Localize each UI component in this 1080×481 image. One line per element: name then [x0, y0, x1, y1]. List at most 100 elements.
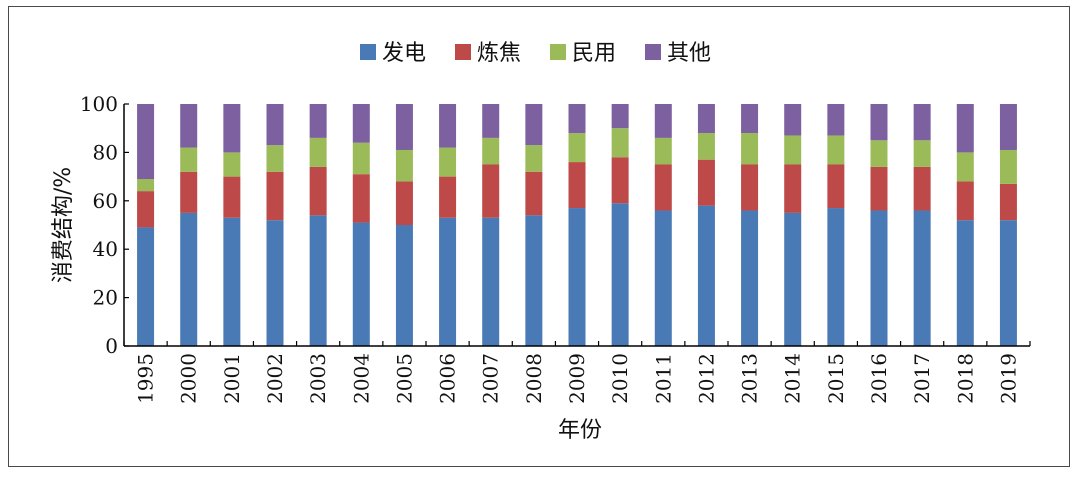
bar-2000-s2 — [180, 147, 198, 172]
bar-2009-s1 — [568, 162, 586, 209]
x-tick-label-2009: 2009 — [565, 353, 589, 404]
x-tick-label-2019: 2019 — [996, 353, 1020, 404]
bar-2015-s3 — [827, 104, 845, 136]
bar-2010-s1 — [611, 157, 629, 204]
bar-2010-s2 — [611, 128, 629, 158]
bar-2002-s3 — [266, 104, 284, 146]
legend-label-2: 民用 — [572, 41, 616, 66]
x-tick-label-1995: 1995 — [134, 353, 158, 404]
chart-frame — [8, 6, 1070, 467]
legend-swatch-3 — [645, 44, 661, 60]
x-tick-label-2011: 2011 — [651, 353, 675, 404]
bar-2019-s3 — [999, 104, 1017, 150]
bar-2015-s2 — [827, 135, 845, 165]
bar-1995-s1 — [137, 191, 155, 228]
bar-2019-s0 — [999, 220, 1017, 346]
bar-2015-s1 — [827, 164, 845, 209]
bar-2011-s1 — [654, 164, 672, 211]
bar-2004-s0 — [352, 222, 370, 346]
bar-2018-s1 — [956, 181, 974, 221]
bar-2018-s0 — [956, 220, 974, 346]
y-tick-label-0: 0 — [105, 334, 118, 358]
bar-2014-s0 — [784, 212, 802, 346]
bar-2012-s1 — [697, 159, 715, 206]
bar-2006-s1 — [439, 176, 457, 218]
y-tick-label-60: 60 — [93, 189, 118, 213]
x-tick-label-2006: 2006 — [436, 353, 460, 404]
bar-2006-s0 — [439, 217, 457, 346]
x-tick-label-2000: 2000 — [177, 353, 201, 404]
x-tick-label-2002: 2002 — [263, 353, 287, 404]
bar-2002-s2 — [266, 145, 284, 172]
bar-2010-s0 — [611, 203, 629, 346]
bar-2014-s3 — [784, 104, 802, 136]
x-tick-label-2008: 2008 — [522, 353, 546, 404]
bar-2017-s2 — [913, 140, 931, 167]
bar-2004-s2 — [352, 142, 370, 175]
legend-label-1: 炼焦 — [477, 41, 521, 66]
x-tick-label-2010: 2010 — [608, 353, 632, 404]
legend-label-3: 其他 — [667, 41, 711, 66]
x-tick-label-2012: 2012 — [694, 353, 718, 404]
bar-2017-s0 — [913, 210, 931, 346]
legend: 发电 炼焦 民用 其他 — [360, 41, 711, 66]
bar-2012-s2 — [697, 133, 715, 160]
bar-1995-s2 — [137, 179, 155, 192]
bar-2001-s3 — [223, 104, 241, 153]
bar-2008-s0 — [525, 215, 543, 346]
x-tick-label-2001: 2001 — [220, 353, 244, 404]
bar-2002-s1 — [266, 171, 284, 221]
bar-2014-s1 — [784, 164, 802, 213]
bar-2003-s2 — [309, 137, 327, 167]
y-tick-label-80: 80 — [93, 140, 118, 164]
bar-2002-s0 — [266, 220, 284, 346]
bar-2005-s3 — [395, 104, 413, 150]
x-axis-title: 年份 — [558, 418, 602, 443]
bar-1995-s3 — [137, 104, 155, 180]
bar-2005-s1 — [395, 181, 413, 225]
x-tick-labels: 1995 2000 2001 2002 2003 2004 2005 2006 2007 2008… — [134, 353, 1021, 404]
bar-2007-s0 — [482, 217, 500, 346]
bar-2016-s1 — [870, 166, 888, 211]
bar-1995-s0 — [137, 227, 155, 346]
bar-2015-s0 — [827, 208, 845, 346]
bar-2012-s0 — [697, 205, 715, 346]
bar-2014-s2 — [784, 135, 802, 165]
bar-2001-s1 — [223, 176, 241, 218]
bar-2017-s3 — [913, 104, 931, 141]
bar-2016-s2 — [870, 140, 888, 167]
x-tick-label-2005: 2005 — [392, 353, 416, 404]
bar-2019-s2 — [999, 149, 1017, 184]
bar-2008-s1 — [525, 171, 543, 216]
bar-2013-s0 — [741, 210, 759, 346]
bar-2003-s1 — [309, 166, 327, 216]
x-tick-label-2007: 2007 — [479, 353, 503, 404]
x-tick-label-2016: 2016 — [867, 353, 891, 404]
y-tick-labels: 0 20 40 60 80 100 — [80, 92, 118, 358]
bars — [137, 104, 1017, 346]
bar-2004-s3 — [352, 104, 370, 143]
bar-2011-s0 — [654, 210, 672, 346]
bar-2005-s0 — [395, 225, 413, 346]
bar-2001-s0 — [223, 217, 241, 346]
bar-2017-s1 — [913, 166, 931, 211]
x-tick-label-2003: 2003 — [306, 353, 330, 404]
x-tick-label-2017: 2017 — [910, 353, 934, 404]
bar-2016-s0 — [870, 210, 888, 346]
bar-2003-s0 — [309, 215, 327, 346]
bar-2009-s0 — [568, 208, 586, 346]
x-tick-label-2004: 2004 — [349, 353, 373, 404]
y-tick-label-40: 40 — [93, 237, 118, 261]
bar-2008-s3 — [525, 104, 543, 146]
legend-swatch-1 — [455, 44, 471, 60]
x-tick-label-2018: 2018 — [953, 353, 977, 404]
bar-2009-s2 — [568, 133, 586, 163]
bar-2001-s2 — [223, 152, 241, 177]
x-tick-label-2015: 2015 — [824, 353, 848, 404]
bar-2000-s0 — [180, 212, 198, 346]
bar-2006-s2 — [439, 147, 457, 177]
bar-2007-s1 — [482, 164, 500, 218]
x-tick-label-2014: 2014 — [781, 353, 805, 404]
bar-2019-s1 — [999, 183, 1017, 221]
